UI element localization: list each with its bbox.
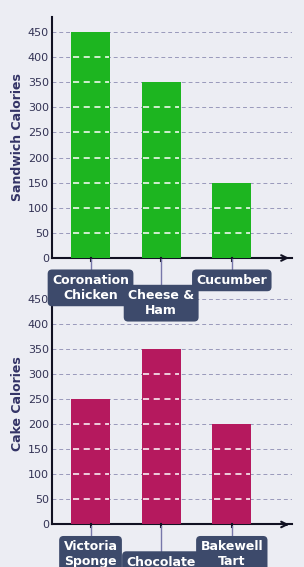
Text: Coronation
Chicken: Coronation Chicken xyxy=(52,274,129,302)
Text: Victoria
Sponge: Victoria Sponge xyxy=(64,540,118,567)
Bar xyxy=(212,424,251,524)
Bar xyxy=(71,32,110,258)
Bar xyxy=(142,349,181,524)
Text: Bakewell
Tart: Bakewell Tart xyxy=(200,540,263,567)
Text: Chocolate
Muffin: Chocolate Muffin xyxy=(126,556,196,567)
Bar xyxy=(71,399,110,524)
Text: Cucumber: Cucumber xyxy=(196,274,267,287)
Y-axis label: Cake Calories: Cake Calories xyxy=(11,357,24,451)
Text: Cheese &
Ham: Cheese & Ham xyxy=(128,289,194,317)
Y-axis label: Sandwich Calories: Sandwich Calories xyxy=(11,74,24,201)
Bar xyxy=(212,183,251,258)
Bar xyxy=(142,82,181,258)
